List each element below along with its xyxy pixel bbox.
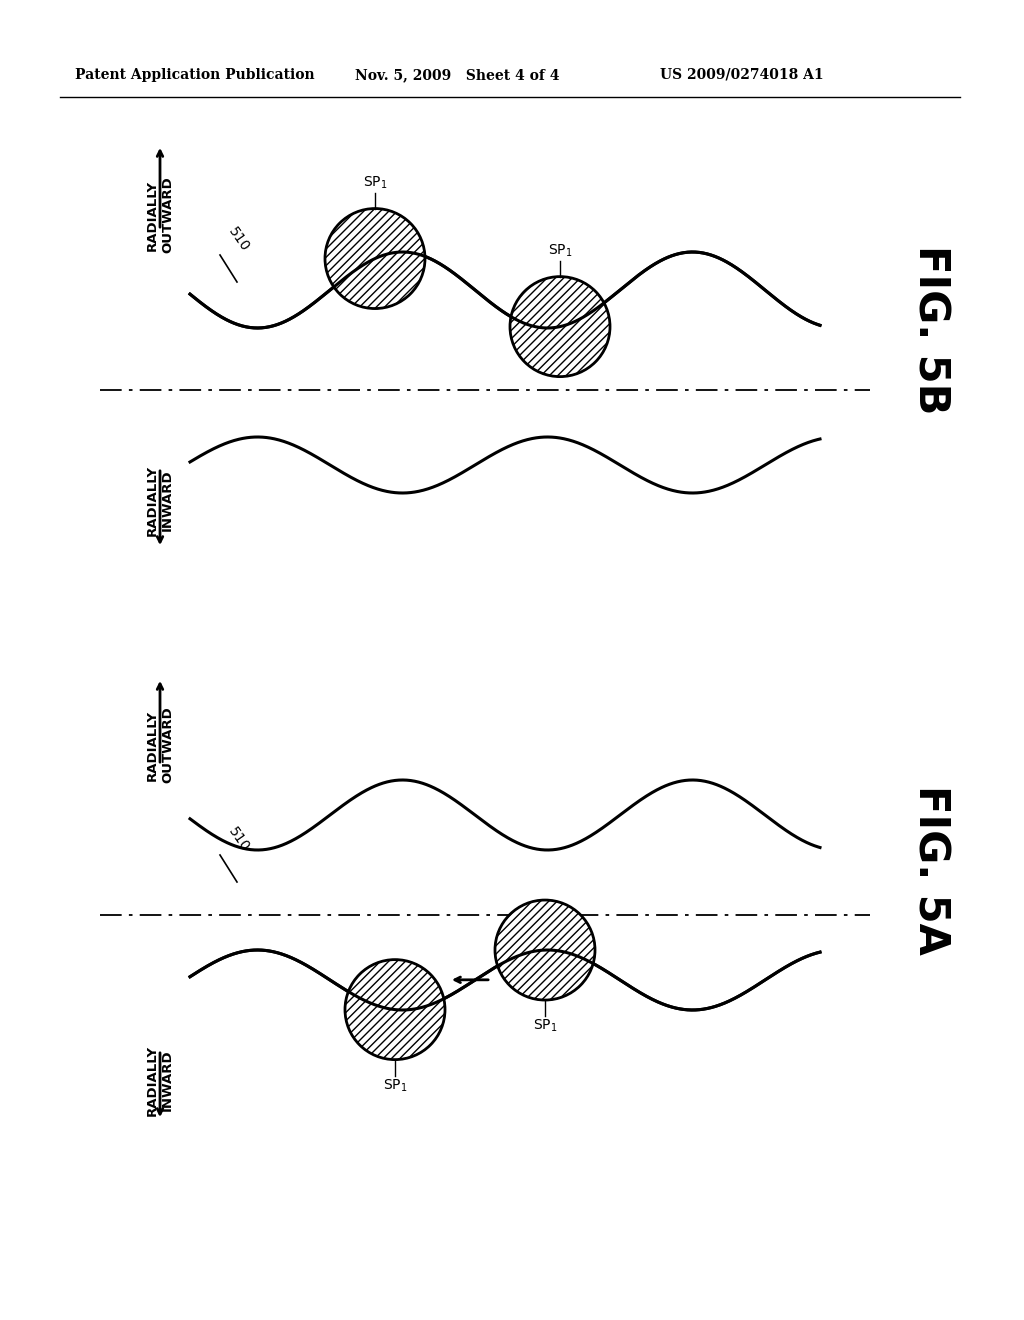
Text: RADIALLY
OUTWARD: RADIALLY OUTWARD (146, 177, 174, 253)
Text: SP$_1$: SP$_1$ (532, 1018, 557, 1035)
Text: RADIALLY
OUTWARD: RADIALLY OUTWARD (146, 706, 174, 783)
Text: SP$_1$: SP$_1$ (383, 1077, 408, 1094)
Text: FIG. 5A: FIG. 5A (909, 785, 951, 954)
Text: Nov. 5, 2009   Sheet 4 of 4: Nov. 5, 2009 Sheet 4 of 4 (355, 69, 559, 82)
Circle shape (325, 209, 425, 309)
Circle shape (510, 277, 610, 376)
Text: 510: 510 (225, 226, 252, 255)
Text: FIG. 5B: FIG. 5B (909, 246, 951, 414)
Text: 510: 510 (225, 825, 252, 855)
Circle shape (345, 960, 445, 1060)
Text: RADIALLY
INWARD: RADIALLY INWARD (146, 465, 174, 536)
Text: RADIALLY
INWARD: RADIALLY INWARD (146, 1044, 174, 1115)
Text: US 2009/0274018 A1: US 2009/0274018 A1 (660, 69, 823, 82)
Text: SP$_1$: SP$_1$ (362, 174, 387, 190)
Circle shape (495, 900, 595, 1001)
Text: Patent Application Publication: Patent Application Publication (75, 69, 314, 82)
Text: SP$_1$: SP$_1$ (548, 242, 572, 259)
